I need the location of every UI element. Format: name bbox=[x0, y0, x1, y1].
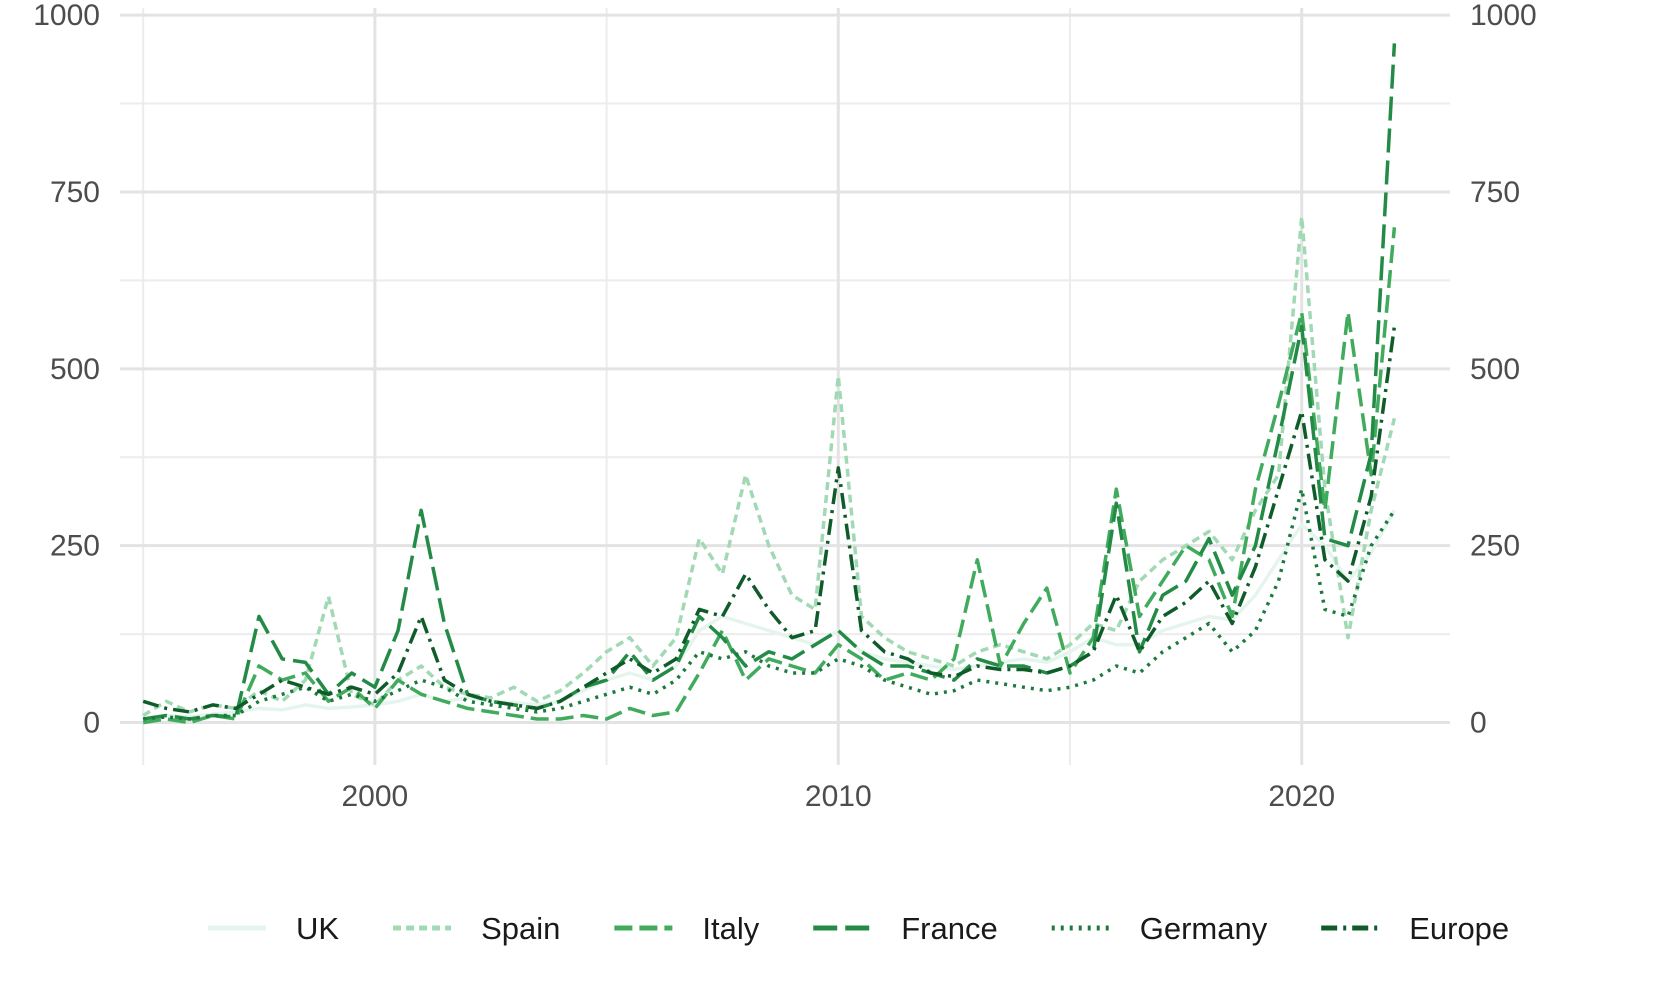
y-tick-label-right: 0 bbox=[1470, 707, 1487, 740]
y-tick-label-left: 1000 bbox=[33, 0, 100, 32]
x-tick-label: 2000 bbox=[342, 780, 409, 813]
grid bbox=[120, 8, 1450, 765]
legend-label: France bbox=[901, 911, 997, 946]
legend-item-italy: Italy bbox=[614, 911, 760, 946]
y-tick-label-right: 1000 bbox=[1470, 0, 1537, 32]
legend-item-europe: Europe bbox=[1321, 911, 1509, 946]
x-tick-label: 2020 bbox=[1268, 780, 1335, 813]
legend-label: Germany bbox=[1140, 911, 1268, 946]
y-tick-label-right: 750 bbox=[1470, 176, 1520, 209]
series-line-europe bbox=[142, 326, 1397, 714]
series-line-uk bbox=[142, 509, 1396, 721]
y-tick-label-right: 500 bbox=[1470, 353, 1520, 386]
series-line-france bbox=[142, 43, 1397, 721]
legend: UK Spain Italy France Germany Europe bbox=[208, 911, 1509, 946]
legend-label: UK bbox=[296, 911, 339, 946]
legend-item-france: France bbox=[813, 911, 998, 946]
y-tick-label-left: 250 bbox=[50, 530, 100, 563]
legend-item-spain: Spain bbox=[393, 911, 560, 946]
legend-item-germany: Germany bbox=[1051, 911, 1268, 946]
legend-label: Spain bbox=[481, 911, 560, 946]
y-tick-label-left: 750 bbox=[50, 176, 100, 209]
legend-item-uk: UK bbox=[208, 911, 339, 946]
y-tick-label-left: 500 bbox=[50, 353, 100, 386]
series-line-germany bbox=[143, 487, 1396, 721]
y-tick-label-right: 250 bbox=[1470, 530, 1520, 563]
y-tick-label-left: 0 bbox=[83, 707, 100, 740]
series-line-spain bbox=[142, 214, 1397, 717]
legend-label: Italy bbox=[702, 911, 759, 946]
series-line-italy bbox=[142, 227, 1397, 725]
axes: 0 0 250 250 500 500 750 750 1000 1000 2000 2010 2020 bbox=[33, 0, 1537, 813]
x-tick-label: 2010 bbox=[805, 780, 872, 813]
legend-label: Europe bbox=[1409, 911, 1509, 946]
plot-series bbox=[142, 43, 1397, 725]
